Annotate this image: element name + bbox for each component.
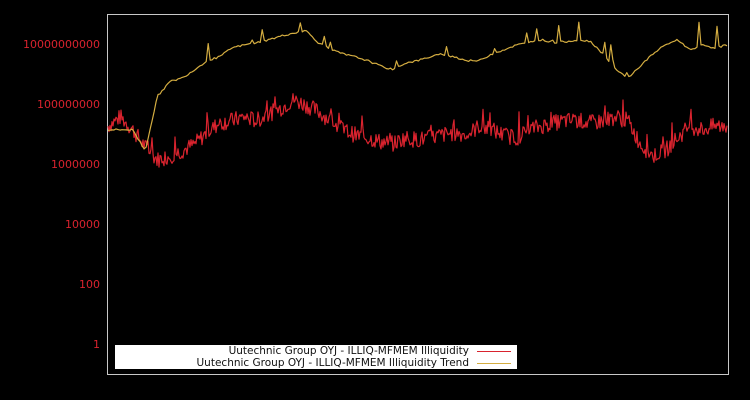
plot-area: [107, 14, 729, 375]
y-tick-label: 1000000: [51, 158, 100, 171]
illiquidity-trend-line: [107, 21, 728, 150]
legend-label: Uutechnic Group OYJ - ILLIQ-MFMEM Illiqu…: [228, 345, 469, 357]
illiquidity-line: [107, 93, 728, 168]
chart-legend: Uutechnic Group OYJ - ILLIQ-MFMEM Illiqu…: [115, 345, 517, 369]
y-tick-label: 10000: [65, 218, 100, 231]
legend-item-illiquidity: Uutechnic Group OYJ - ILLIQ-MFMEM Illiqu…: [229, 345, 511, 357]
y-tick-label: 100000000: [37, 98, 100, 111]
y-tick-label: 100: [79, 278, 100, 291]
legend-swatch-red: [477, 350, 511, 352]
legend-item-trend: Uutechnic Group OYJ - ILLIQ-MFMEM Illiqu…: [196, 357, 511, 369]
y-tick-label: 10000000000: [23, 38, 100, 51]
legend-swatch-gold: [477, 362, 511, 364]
legend-label: Uutechnic Group OYJ - ILLIQ-MFMEM Illiqu…: [196, 357, 470, 369]
y-tick-label: 1: [93, 338, 100, 351]
